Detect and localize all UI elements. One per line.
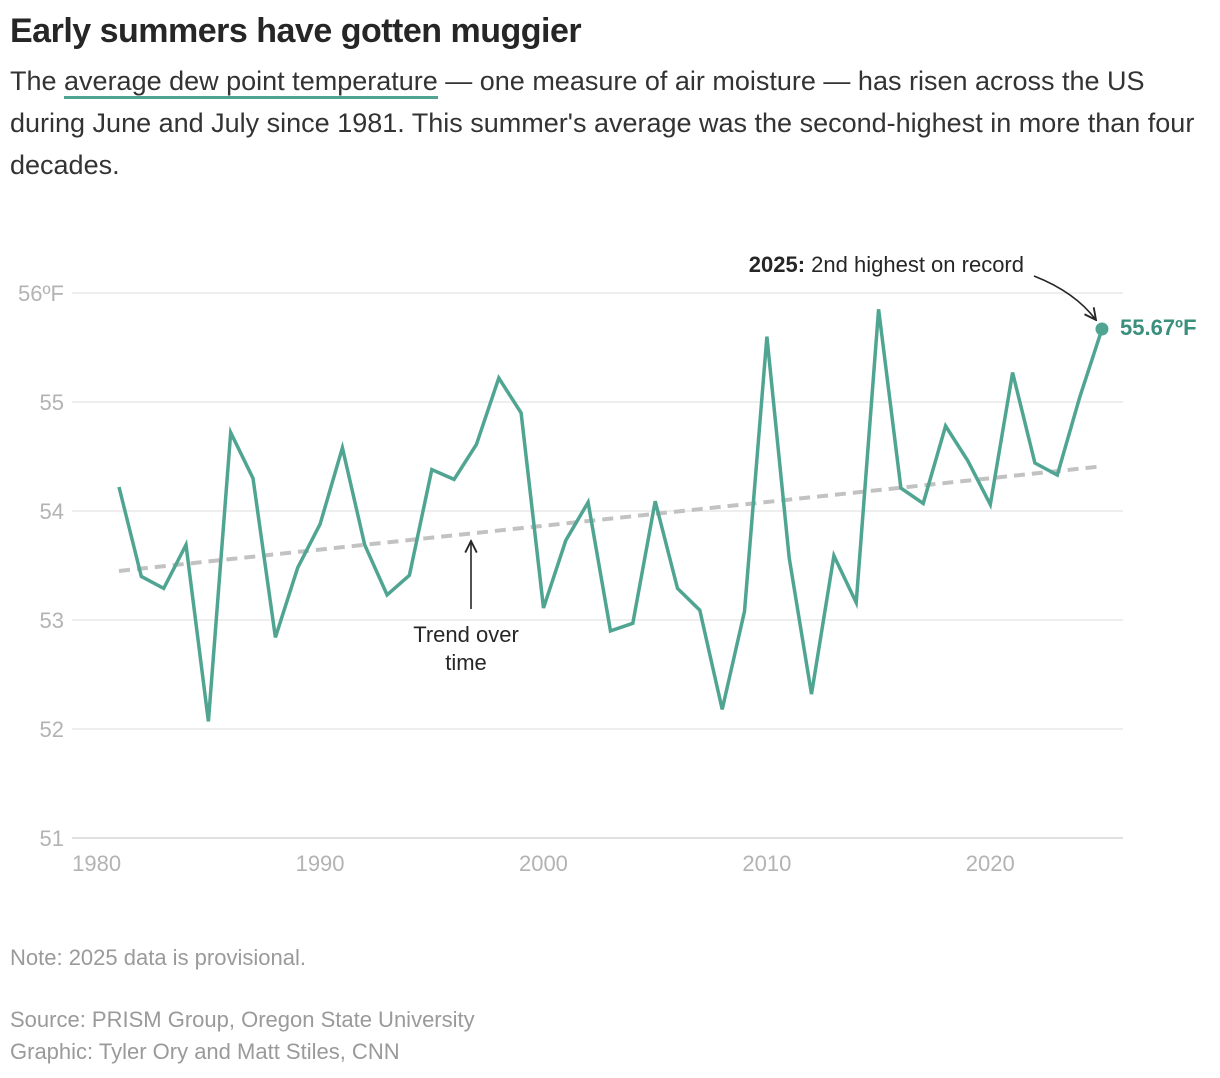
annotations: 2025: 2nd highest on record 55.67ºF Tren…: [413, 252, 1196, 675]
x-tick-label: 1980: [72, 851, 121, 876]
trend-label-line2: time: [445, 650, 487, 675]
data-point: [1095, 322, 1109, 336]
subtitle-after: — one measure of air moisture — has rise…: [10, 66, 1195, 180]
trend-layer: [118, 464, 1103, 573]
highlight-annotation: 2025: 2nd highest on record: [749, 252, 1024, 277]
x-tick-label: 2020: [966, 851, 1015, 876]
subtitle-before: The: [10, 66, 65, 96]
line-chart: 51 52 53 54 55 56ºF 1980 1990 2000 2010 2020 2025…: [18, 252, 1196, 876]
highlight-bold: 2025:: [749, 252, 805, 277]
footnote: Note: 2025 data is provisional.: [10, 945, 306, 970]
y-tick-label: 52: [40, 717, 64, 742]
y-axis: 51 52 53 54 55 56ºF: [18, 281, 64, 851]
last-value-label: 55.67ºF: [1120, 315, 1197, 340]
gridlines: [72, 292, 1123, 839]
x-tick-label: 2000: [519, 851, 568, 876]
highlight-arrow: [1033, 275, 1096, 320]
y-tick-label: 56ºF: [18, 281, 64, 306]
chart-title: Early summers have gotten muggier: [10, 12, 582, 50]
trend-label-line1: Trend over: [413, 622, 519, 647]
chart-subtitle: The average dew point temperature — one …: [10, 60, 1215, 186]
source: Source: PRISM Group, Oregon State Univer…: [10, 1007, 475, 1032]
y-tick-label: 55: [40, 390, 64, 415]
x-axis: 1980 1990 2000 2010 2020: [72, 851, 1015, 876]
trend-line: [118, 464, 1103, 573]
series-layer: [117, 309, 1109, 722]
y-tick-label: 51: [40, 826, 64, 851]
y-tick-label: 54: [40, 499, 64, 524]
credit: Graphic: Tyler Ory and Matt Stiles, CNN: [10, 1039, 400, 1064]
highlight-text: 2nd highest on record: [805, 252, 1024, 277]
dew-point-line: [117, 309, 1104, 722]
subtitle-highlight: average dew point temperature: [64, 66, 438, 99]
y-tick-label: 53: [40, 608, 64, 633]
x-tick-label: 2010: [742, 851, 791, 876]
x-tick-label: 1990: [296, 851, 345, 876]
